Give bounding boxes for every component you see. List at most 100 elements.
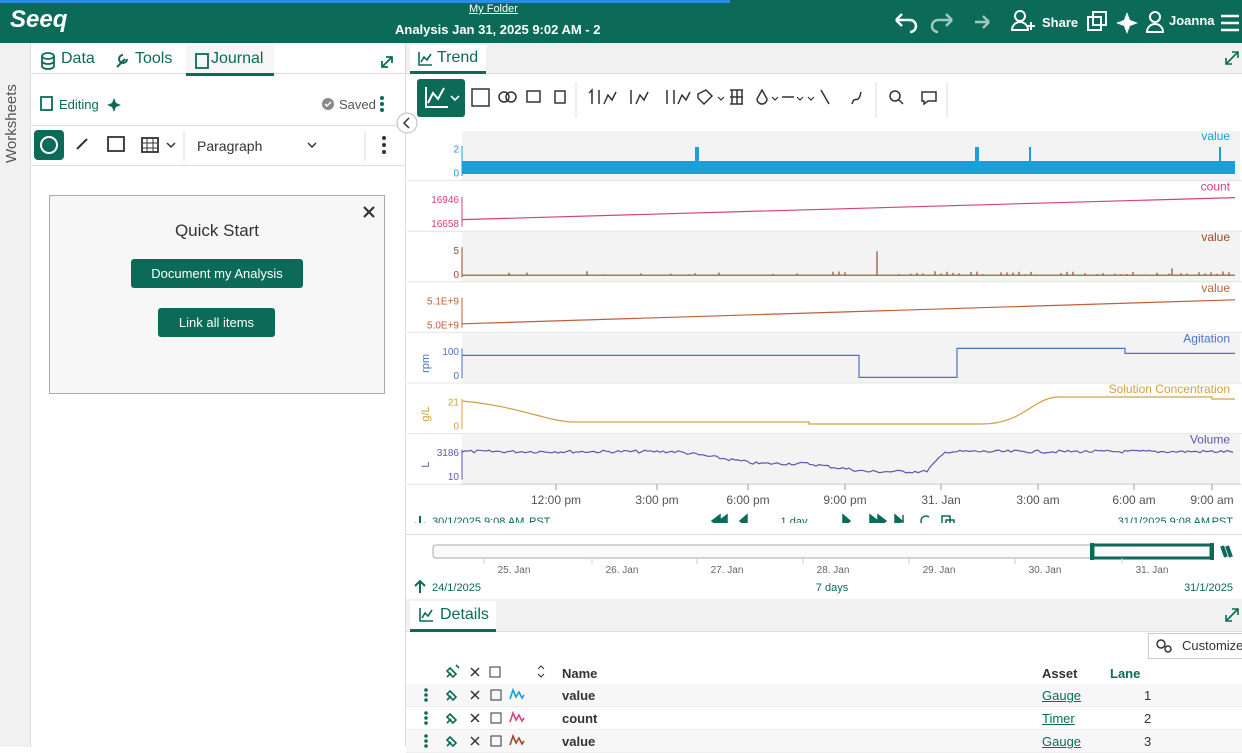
range-end: 31/1/2025 9:08 AM bbox=[1118, 516, 1210, 523]
row-lane: 2 bbox=[1144, 711, 1151, 726]
trend-icon bbox=[417, 51, 433, 67]
paragraph-select[interactable]: Paragraph bbox=[197, 138, 262, 154]
overview-arrow bbox=[415, 581, 425, 593]
y-tick-label: 3186 bbox=[437, 448, 460, 459]
x-tick-label: 6:00 am bbox=[1112, 493, 1155, 507]
y-tick-label: 10 bbox=[448, 472, 460, 483]
worksheets-label[interactable]: Worksheets bbox=[3, 84, 20, 163]
trend-tab[interactable]: Trend bbox=[437, 49, 478, 67]
gear-icon bbox=[1155, 638, 1173, 654]
customize-button[interactable]: Customize bbox=[1148, 633, 1242, 659]
overview-label: 25. Jan bbox=[498, 565, 531, 576]
overview-label: 30. Jan bbox=[1029, 565, 1062, 576]
row-icons[interactable] bbox=[420, 687, 550, 703]
x-tick-label: 9:00 am bbox=[1190, 493, 1233, 507]
details-icon bbox=[418, 607, 434, 623]
overview-start: 24/1/2025 bbox=[432, 582, 481, 594]
x-tick-label: 6:00 pm bbox=[726, 493, 769, 507]
overview-label: 31. Jan bbox=[1136, 565, 1169, 576]
quick-start-title: Quick Start bbox=[50, 221, 384, 241]
editing-mode[interactable]: Editing bbox=[59, 97, 99, 112]
y-tick-label: 0 bbox=[453, 371, 459, 382]
undo-redo-icons[interactable] bbox=[890, 8, 1000, 36]
name-column[interactable]: Name bbox=[562, 666, 597, 681]
row-lane: 1 bbox=[1144, 688, 1151, 703]
table-row[interactable]: valueGauge1 bbox=[406, 684, 1242, 707]
table-row[interactable]: valueGauge3 bbox=[406, 730, 1242, 753]
row-asset[interactable]: Timer bbox=[1042, 711, 1075, 726]
table-row[interactable]: count Timer 2 bbox=[406, 707, 1242, 730]
range-duration: 1 day bbox=[781, 516, 808, 523]
row-asset[interactable]: Gauge bbox=[1042, 688, 1081, 703]
y-tick-label: 5 bbox=[453, 246, 459, 257]
lane-unit: g/L bbox=[420, 406, 432, 421]
y-tick-label: 5.1E+9 bbox=[427, 296, 459, 307]
lane-background bbox=[462, 333, 1240, 383]
lane-label: Agitation bbox=[1183, 331, 1230, 345]
x-tick-label: 3:00 pm bbox=[635, 493, 678, 507]
folder-link[interactable]: My Folder bbox=[469, 3, 518, 15]
trend-toolbar[interactable] bbox=[406, 74, 1242, 124]
expand-icon[interactable] bbox=[1224, 50, 1240, 66]
lane-label: Volume bbox=[1190, 433, 1230, 447]
refresh-icons bbox=[921, 516, 954, 523]
close-icon[interactable] bbox=[362, 205, 376, 219]
details-table: Name Asset Lane valueGauge1countTimer2va… bbox=[406, 660, 1242, 747]
trend-chart: value20count1694616658value50value5.1E+9… bbox=[407, 128, 1242, 523]
expand-icon[interactable] bbox=[1224, 607, 1240, 623]
range-start: 30/1/2025 9:08 AM bbox=[432, 516, 524, 523]
lane-column[interactable]: Lane bbox=[1110, 666, 1140, 681]
row-icons[interactable] bbox=[420, 710, 550, 726]
overview-end: 31/1/2025 bbox=[1184, 582, 1233, 594]
more-icon[interactable] bbox=[379, 95, 385, 113]
journal-panel: Data Tools Journal Editing Saved Paragra… bbox=[31, 43, 406, 747]
lane-label: Solution Concentration bbox=[1109, 382, 1230, 396]
y-tick-label: 2 bbox=[453, 145, 459, 156]
customize-label[interactable]: Customize bbox=[1182, 638, 1242, 653]
lane-unit: rpm bbox=[420, 354, 432, 373]
lane-background bbox=[462, 435, 1240, 485]
saved-status: Saved bbox=[339, 97, 376, 112]
x-tick-label: 12:00 pm bbox=[531, 493, 581, 507]
overview-label: 29. Jan bbox=[923, 565, 956, 576]
worksheets-strip[interactable]: Worksheets bbox=[0, 43, 31, 747]
signal bbox=[462, 397, 1235, 424]
share-icon[interactable] bbox=[1010, 8, 1038, 34]
lane-label: count bbox=[1201, 180, 1231, 194]
lane-label: value bbox=[1201, 230, 1230, 244]
row-name: count bbox=[562, 711, 597, 726]
asset-column[interactable]: Asset bbox=[1042, 666, 1077, 681]
user-name[interactable]: Joanna bbox=[1169, 13, 1215, 28]
x-tick-label: 9:00 pm bbox=[823, 493, 866, 507]
y-tick-label: 0 bbox=[453, 169, 459, 180]
header-icons[interactable] bbox=[444, 664, 554, 680]
divider bbox=[31, 125, 405, 126]
overview-track bbox=[433, 545, 1213, 558]
progress-bar bbox=[0, 0, 730, 3]
x-tick-label: 3:00 am bbox=[1016, 493, 1059, 507]
y-tick-label: 0 bbox=[453, 422, 459, 433]
link-button[interactable]: Link all items bbox=[158, 308, 275, 337]
document-button[interactable]: Document my Analysis bbox=[131, 259, 303, 288]
user-icon[interactable] bbox=[1145, 10, 1167, 34]
overview-label: 26. Jan bbox=[606, 565, 639, 576]
divider bbox=[406, 534, 1242, 535]
x-tick-label: 31. Jan bbox=[921, 493, 960, 507]
header: Seeq My Folder Analysis Jan 31, 2025 9:0… bbox=[0, 0, 1242, 43]
menu-icon[interactable] bbox=[1220, 13, 1240, 33]
details-tab[interactable]: Details bbox=[440, 606, 489, 624]
start-arrow bbox=[415, 516, 425, 523]
overview-label: 28. Jan bbox=[817, 565, 850, 576]
lane-background bbox=[462, 232, 1240, 282]
playback-controls bbox=[712, 515, 903, 523]
signal bbox=[462, 198, 1235, 220]
y-tick-label: 16658 bbox=[431, 219, 459, 230]
analysis-title: Analysis Jan 31, 2025 9:02 AM - 2 bbox=[395, 22, 600, 37]
share-button[interactable]: Share bbox=[1042, 15, 1078, 30]
logo[interactable]: Seeq bbox=[10, 6, 67, 34]
lane-label: value bbox=[1201, 281, 1230, 295]
y-tick-label: 100 bbox=[442, 347, 459, 358]
lane-label: value bbox=[1201, 129, 1230, 143]
header-icons[interactable] bbox=[1085, 9, 1145, 35]
overview-label: 27. Jan bbox=[711, 565, 744, 576]
